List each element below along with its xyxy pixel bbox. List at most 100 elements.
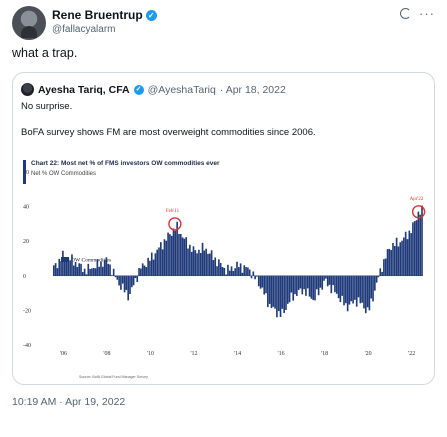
x-tick-label: '22 [408,351,415,357]
bar [268,275,271,304]
annotation-label: Feb'11 [166,209,180,214]
bar [319,275,322,288]
bar [163,239,166,276]
bar [176,221,178,276]
bar [326,275,329,287]
bar-chart: 60 40 20 0 -20 -40 '06 '08 '10 '12 '14 '16 '18 '20 '22… [23,170,426,379]
x-tick-label: '18 [321,351,328,357]
bar [223,267,226,276]
quoted-text-line1: No surprise. [21,101,73,112]
bar [120,275,122,290]
bar [234,268,237,276]
chart-title-accent [23,160,26,184]
bar [123,275,126,293]
x-tick-label: '08 [103,351,110,357]
y-tick-label: 0 [23,274,26,280]
bar [216,266,218,276]
bar [80,263,82,276]
bar [245,266,247,276]
bar [412,222,414,276]
bar [248,269,251,276]
author-name-row[interactable]: Rene Bruentrup ✓ [52,8,157,22]
quoted-date[interactable]: · Apr 18, 2022 [219,83,286,96]
bar [317,275,320,296]
bar [54,263,57,276]
bar [308,275,311,297]
bar [328,275,331,285]
bar [357,275,360,298]
bar [404,231,407,276]
bar [83,268,86,276]
y-tick-label: -20 [23,308,31,314]
bar [67,257,70,276]
author-handle[interactable]: @fallacyalarm [52,24,116,35]
more-icon[interactable]: ··· [419,5,435,21]
bar [323,275,325,281]
highlight-circle [168,217,182,231]
bar [408,230,411,276]
bar [203,250,206,276]
bar [341,275,344,296]
quoted-tweet[interactable]: Ayesha Tariq, CFA ✓ @AyeshaTariq · Apr 1… [12,72,435,385]
bar [221,267,224,276]
bar [74,261,77,276]
bar [361,275,363,303]
bar [150,252,153,276]
bar [359,275,362,304]
bar [127,275,129,301]
bar [227,264,229,276]
chart-image[interactable]: Chart 22: Most net % of FMS investors OW… [13,151,434,381]
bar [337,275,340,299]
bar [109,264,111,276]
bar [60,261,62,276]
avatar[interactable] [12,6,46,40]
bar [132,275,135,286]
x-tick-label: '16 [278,351,285,357]
bar [243,265,246,276]
y-tick-label: 60 [23,170,29,176]
quoted-text-line2: BoFA survey shows FM are most overweight… [21,127,316,138]
bar [205,248,207,276]
bar [332,275,334,286]
bar [225,274,227,276]
bar [94,268,97,276]
quoted-avatar[interactable] [21,83,34,96]
bar [281,275,284,309]
bar [413,221,416,276]
bar [53,265,55,276]
bar [69,260,71,276]
bar [325,275,327,279]
bar [185,237,188,276]
x-tick-label: '10 [147,351,154,357]
bar [250,275,253,279]
bar [147,257,149,276]
quoted-handle[interactable]: @AyeshaTariq [147,83,216,96]
bar [190,251,193,276]
bar [312,275,314,301]
bar [297,275,300,291]
quoted-author-name[interactable]: Ayesha Tariq, CFA [38,83,130,96]
bar [56,268,59,276]
tweet-timestamp[interactable]: 10:19 AM · Apr 19, 2022 [12,396,126,408]
grok-icon[interactable] [400,8,411,19]
bar [321,275,324,290]
highlight-circle [411,205,426,219]
quoted-header: Ayesha Tariq, CFA ✓ @AyeshaTariq · Apr 1… [21,83,286,96]
bar [419,214,422,276]
bar [364,275,367,314]
bar [363,275,365,309]
bar [198,249,200,276]
x-tick-label: '12 [190,351,197,357]
bar [208,253,211,276]
bar [310,275,313,299]
bar [82,272,84,276]
bar [107,263,110,276]
bar [395,237,398,276]
x-tick-label: '06 [60,351,67,357]
y-tick-label: 20 [23,239,29,245]
bar [383,259,385,276]
bar [96,259,99,276]
author-name[interactable]: Rene Bruentrup [52,8,143,22]
bar [390,250,392,276]
annotation-label: Apr'22 [410,197,424,202]
